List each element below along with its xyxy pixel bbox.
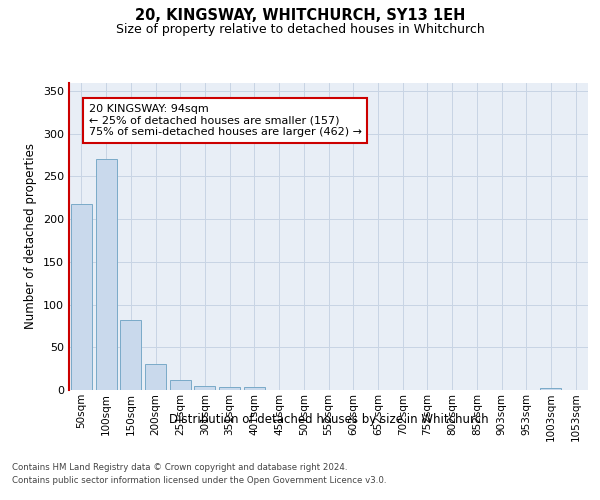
Text: Size of property relative to detached houses in Whitchurch: Size of property relative to detached ho… xyxy=(116,22,484,36)
Bar xyxy=(71,204,92,390)
Bar xyxy=(194,386,215,390)
Bar xyxy=(219,386,240,390)
Bar xyxy=(541,388,562,390)
Text: 20, KINGSWAY, WHITCHURCH, SY13 1EH: 20, KINGSWAY, WHITCHURCH, SY13 1EH xyxy=(135,8,465,22)
Y-axis label: Number of detached properties: Number of detached properties xyxy=(25,143,37,329)
Text: Distribution of detached houses by size in Whitchurch: Distribution of detached houses by size … xyxy=(169,412,488,426)
Text: Contains public sector information licensed under the Open Government Licence v3: Contains public sector information licen… xyxy=(12,476,386,485)
Bar xyxy=(244,386,265,390)
Text: Contains HM Land Registry data © Crown copyright and database right 2024.: Contains HM Land Registry data © Crown c… xyxy=(12,462,347,471)
Bar xyxy=(120,320,141,390)
Text: 20 KINGSWAY: 94sqm
← 25% of detached houses are smaller (157)
75% of semi-detach: 20 KINGSWAY: 94sqm ← 25% of detached hou… xyxy=(89,104,362,137)
Bar xyxy=(95,160,116,390)
Bar xyxy=(145,364,166,390)
Bar xyxy=(170,380,191,390)
